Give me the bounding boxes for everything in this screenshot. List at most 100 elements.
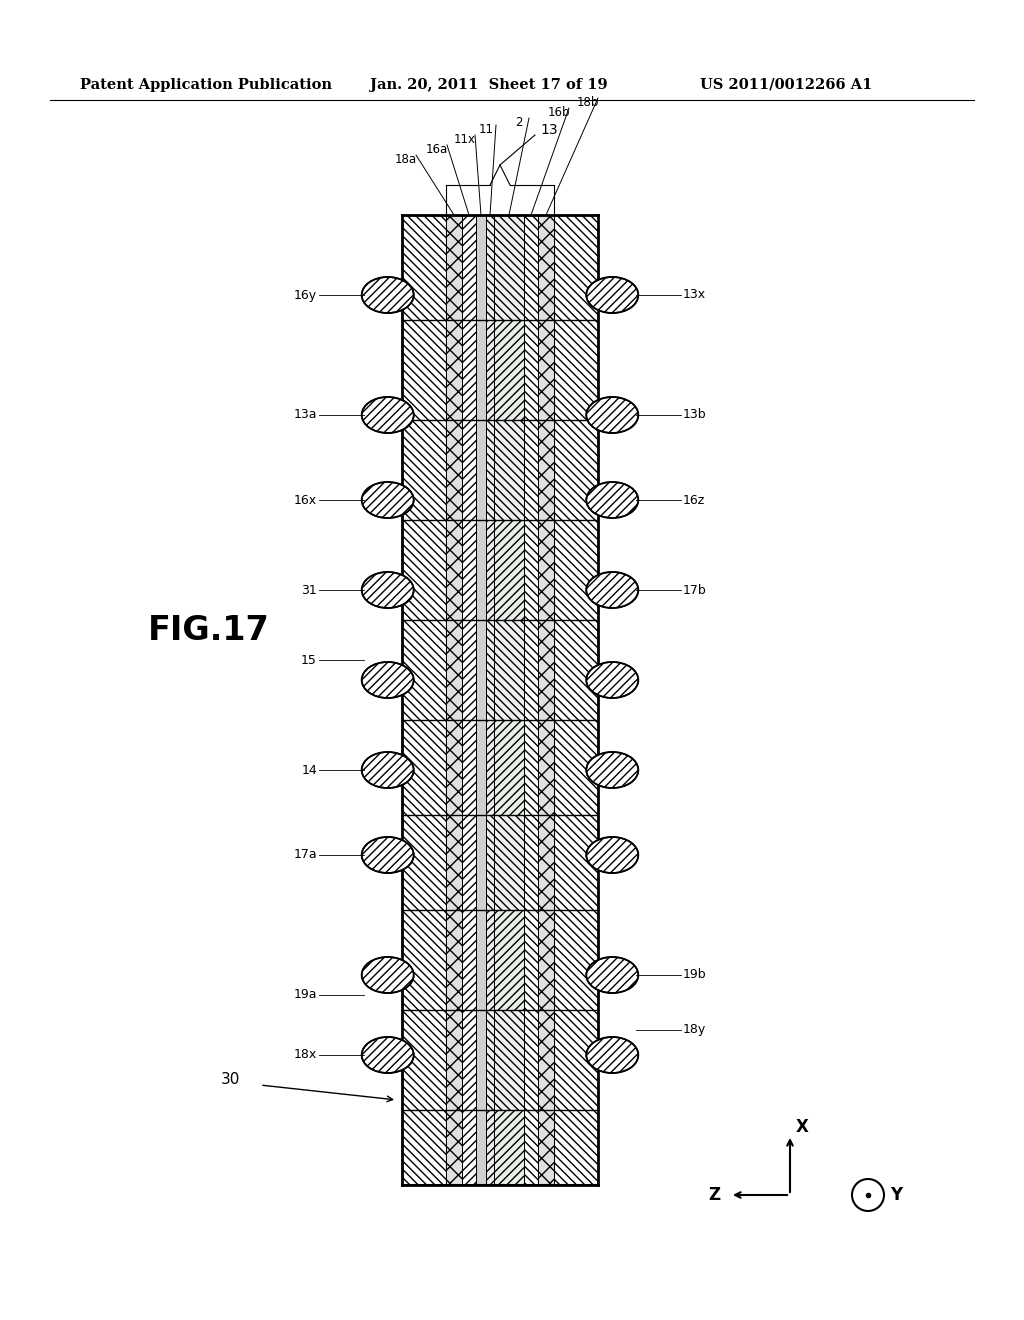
Text: 2: 2 <box>515 116 522 129</box>
Text: US 2011/0012266 A1: US 2011/0012266 A1 <box>700 78 872 92</box>
Bar <box>486 1010 524 1110</box>
Bar <box>538 215 554 319</box>
Bar <box>476 215 486 319</box>
Circle shape <box>852 1179 884 1210</box>
Bar <box>486 719 524 814</box>
Bar <box>476 620 486 719</box>
Bar <box>524 1110 538 1185</box>
Text: 17a: 17a <box>293 849 317 862</box>
Text: Y: Y <box>890 1185 902 1204</box>
Text: 13a: 13a <box>294 408 317 421</box>
Bar <box>476 909 486 1010</box>
Text: Jan. 20, 2011  Sheet 17 of 19: Jan. 20, 2011 Sheet 17 of 19 <box>370 78 607 92</box>
Text: 17b: 17b <box>683 583 707 597</box>
Bar <box>476 1010 486 1110</box>
Bar <box>524 420 538 520</box>
Bar <box>486 215 524 319</box>
Text: 15: 15 <box>301 653 317 667</box>
Bar <box>462 620 476 719</box>
Ellipse shape <box>361 1038 414 1073</box>
Ellipse shape <box>361 397 414 433</box>
Text: 19a: 19a <box>294 989 317 1002</box>
Text: Patent Application Publication: Patent Application Publication <box>80 78 332 92</box>
Bar <box>538 520 554 620</box>
Bar <box>538 420 554 520</box>
Bar <box>402 215 446 1185</box>
Text: 30: 30 <box>220 1072 240 1088</box>
Ellipse shape <box>361 663 414 698</box>
Ellipse shape <box>587 752 638 788</box>
Bar <box>462 1010 476 1110</box>
Bar <box>446 420 462 520</box>
Bar <box>446 909 462 1010</box>
Bar <box>446 719 462 814</box>
Bar <box>538 1010 554 1110</box>
Bar <box>486 1110 524 1185</box>
Text: 16x: 16x <box>294 494 317 507</box>
Bar <box>538 319 554 420</box>
Ellipse shape <box>587 663 638 698</box>
Bar <box>446 814 462 909</box>
Bar <box>524 215 538 319</box>
Bar <box>538 620 554 719</box>
Bar <box>462 909 476 1010</box>
Bar <box>462 215 476 319</box>
Bar <box>446 520 462 620</box>
Bar <box>486 420 524 520</box>
Bar <box>524 719 538 814</box>
Bar <box>446 1110 462 1185</box>
Text: Z: Z <box>708 1185 720 1204</box>
Text: 18a: 18a <box>395 153 417 166</box>
Text: 18y: 18y <box>683 1023 707 1036</box>
Bar <box>524 319 538 420</box>
Ellipse shape <box>587 482 638 517</box>
Text: 11: 11 <box>478 123 494 136</box>
Bar <box>524 520 538 620</box>
Ellipse shape <box>587 397 638 433</box>
Bar <box>462 420 476 520</box>
Ellipse shape <box>361 572 414 609</box>
Bar <box>524 814 538 909</box>
Text: 14: 14 <box>301 763 317 776</box>
Bar <box>476 814 486 909</box>
Bar <box>462 814 476 909</box>
Ellipse shape <box>361 277 414 313</box>
Bar <box>524 1010 538 1110</box>
Bar <box>486 319 524 420</box>
Bar <box>476 1110 486 1185</box>
Bar <box>462 1110 476 1185</box>
Ellipse shape <box>587 837 638 873</box>
Ellipse shape <box>361 752 414 788</box>
Bar <box>486 520 524 620</box>
Text: FIG.17: FIG.17 <box>148 614 269 647</box>
Text: X: X <box>796 1118 809 1137</box>
Bar <box>446 215 462 319</box>
Text: 11x: 11x <box>454 133 476 147</box>
Bar <box>476 319 486 420</box>
Bar <box>462 319 476 420</box>
Text: 19b: 19b <box>683 969 707 982</box>
Text: 16b: 16b <box>548 106 570 119</box>
Bar <box>554 215 598 1185</box>
Bar <box>538 909 554 1010</box>
Text: 16z: 16z <box>683 494 706 507</box>
Bar <box>462 719 476 814</box>
Text: 13b: 13b <box>683 408 707 421</box>
Ellipse shape <box>587 1038 638 1073</box>
Text: 31: 31 <box>301 583 317 597</box>
Bar <box>462 520 476 620</box>
Bar <box>446 1010 462 1110</box>
Bar <box>538 719 554 814</box>
Text: 13: 13 <box>540 123 558 137</box>
Bar <box>524 620 538 719</box>
Bar <box>538 814 554 909</box>
Ellipse shape <box>361 957 414 993</box>
Ellipse shape <box>587 277 638 313</box>
Text: 18x: 18x <box>294 1048 317 1061</box>
Bar <box>476 719 486 814</box>
Ellipse shape <box>587 957 638 993</box>
Text: 16y: 16y <box>294 289 317 301</box>
Bar <box>538 1110 554 1185</box>
Bar <box>476 420 486 520</box>
Text: 13x: 13x <box>683 289 707 301</box>
